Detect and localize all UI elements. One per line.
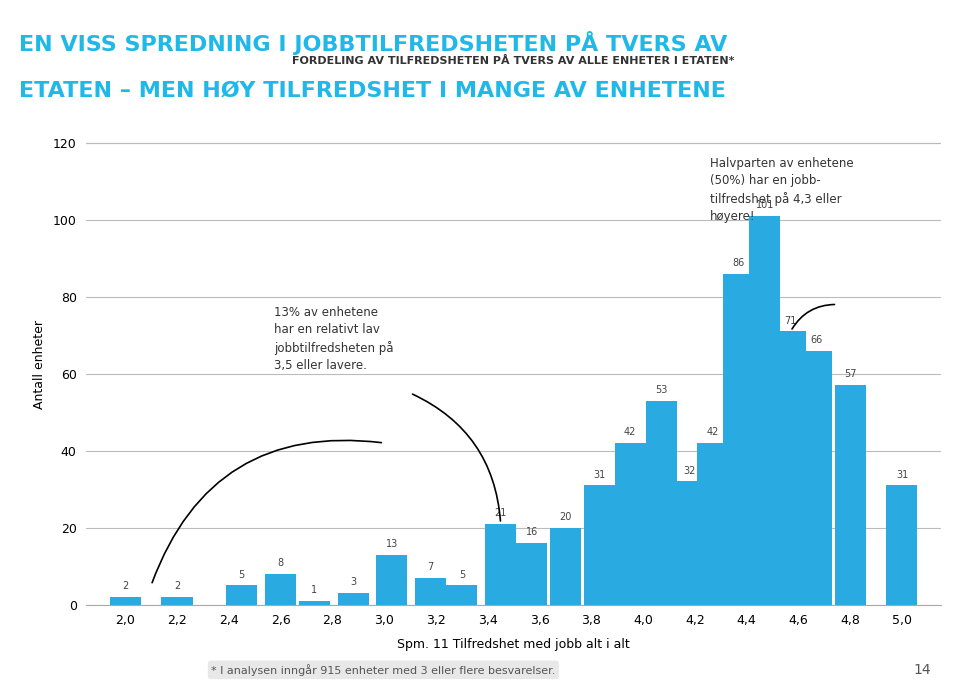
- Text: 2: 2: [122, 581, 129, 591]
- Text: 2: 2: [174, 581, 180, 591]
- Text: 21: 21: [494, 508, 507, 518]
- Text: 31: 31: [593, 469, 605, 480]
- Bar: [801, 350, 832, 605]
- Text: Halvparten av enhetene
(50%) har en jobb-
tilfredshet på 4,3 eller
høyere!: Halvparten av enhetene (50%) har en jobb…: [710, 157, 853, 223]
- Text: 7: 7: [427, 562, 434, 572]
- Text: 53: 53: [655, 385, 667, 395]
- Bar: [674, 482, 706, 605]
- Bar: [834, 385, 866, 605]
- Text: 32: 32: [684, 466, 696, 475]
- Bar: [161, 597, 193, 605]
- Text: 14: 14: [914, 663, 931, 677]
- X-axis label: Spm. 11 Tilfredshet med jobb alt i alt: Spm. 11 Tilfredshet med jobb alt i alt: [397, 638, 630, 651]
- Text: 42: 42: [624, 427, 636, 437]
- Bar: [584, 485, 614, 605]
- Text: 42: 42: [707, 427, 719, 437]
- Bar: [338, 593, 369, 605]
- Text: 31: 31: [896, 469, 908, 480]
- Bar: [516, 543, 547, 605]
- Text: FORDELING AV TILFREDSHETEN PÅ TVERS AV ALLE ENHETER I ETATEN*: FORDELING AV TILFREDSHETEN PÅ TVERS AV A…: [293, 56, 734, 66]
- Text: 5: 5: [239, 570, 245, 580]
- Text: ETATEN – MEN HØY TILFREDSHET I MANGE AV ENHETENE: ETATEN – MEN HØY TILFREDSHET I MANGE AV …: [19, 80, 726, 100]
- Text: 16: 16: [525, 527, 538, 537]
- Bar: [550, 528, 581, 605]
- Text: 101: 101: [756, 200, 774, 210]
- Text: 13% av enhetene
har en relativt lav
jobbtilfredsheten på
3,5 eller lavere.: 13% av enhetene har en relativt lav jobb…: [275, 306, 394, 372]
- Bar: [749, 216, 780, 605]
- Bar: [886, 485, 918, 605]
- Text: 5: 5: [459, 570, 465, 580]
- Bar: [446, 585, 477, 605]
- Bar: [299, 600, 330, 605]
- Text: 57: 57: [844, 370, 856, 379]
- Text: 71: 71: [784, 315, 797, 326]
- Text: 86: 86: [732, 258, 745, 268]
- Bar: [227, 585, 257, 605]
- Text: 3: 3: [350, 577, 356, 587]
- Bar: [646, 401, 677, 605]
- Text: * I analysen inngår 915 enheter med 3 eller flere besvarelser.: * I analysen inngår 915 enheter med 3 el…: [211, 664, 556, 676]
- Y-axis label: Antall enheter: Antall enheter: [33, 319, 46, 409]
- Text: EN VISS SPREDNING I JOBBTILFREDSHETEN PÅ TVERS AV: EN VISS SPREDNING I JOBBTILFREDSHETEN PÅ…: [19, 31, 728, 55]
- Text: 8: 8: [277, 558, 283, 568]
- Bar: [376, 554, 407, 605]
- Bar: [614, 443, 646, 605]
- Bar: [265, 574, 296, 605]
- Bar: [697, 443, 729, 605]
- Text: RAMBØLL: RAMBØLL: [41, 657, 132, 675]
- Bar: [109, 597, 141, 605]
- Bar: [485, 523, 516, 605]
- Bar: [416, 578, 446, 605]
- Text: 66: 66: [810, 335, 823, 345]
- Text: 13: 13: [386, 539, 398, 549]
- Text: 1: 1: [311, 585, 318, 595]
- Text: 20: 20: [559, 512, 571, 522]
- Bar: [775, 331, 806, 605]
- Bar: [723, 273, 755, 605]
